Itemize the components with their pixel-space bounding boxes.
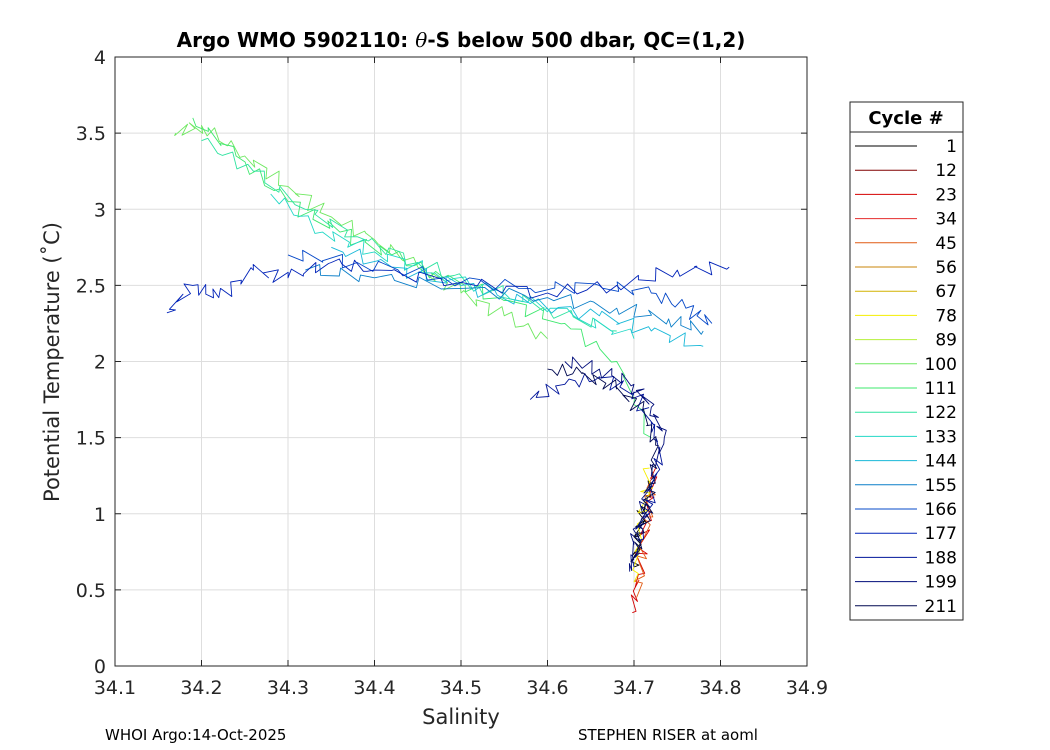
legend-label-56: 56 [935, 258, 957, 278]
legend-label-67: 67 [935, 282, 957, 302]
legend-title: Cycle # [868, 108, 943, 129]
legend-label-111: 111 [925, 379, 957, 399]
legend-label-45: 45 [935, 234, 957, 254]
x-tick-label: 34.3 [267, 677, 309, 699]
y-tick-label: 1.5 [76, 428, 106, 450]
title-suffix: -S below 500 dbar, QC=(1,2) [427, 28, 745, 52]
legend-label-23: 23 [935, 185, 957, 205]
legend: Cycle # 1 12 23 34 45 56 67 78 89 100 111 122 133 144… [849, 101, 964, 621]
legend-label-211: 211 [925, 597, 957, 617]
legend-label-1: 1 [946, 137, 957, 157]
legend-label-188: 188 [925, 548, 957, 568]
series-line-cycle-122 [201, 137, 617, 332]
x-tick-label: 34.6 [526, 677, 568, 699]
x-tick-label: 34.4 [353, 677, 395, 699]
x-tick-label: 34.1 [94, 677, 136, 699]
series-line-cycle-188 [529, 373, 663, 568]
y-axis-label: Potential Temperature (˚C) [40, 222, 64, 502]
legend-label-12: 12 [935, 161, 957, 181]
legend-label-78: 78 [935, 306, 957, 326]
y-tick-label: 0 [94, 656, 106, 678]
legend-label-133: 133 [925, 427, 957, 447]
legend-label-199: 199 [925, 573, 957, 593]
series-line-cycle-133 [270, 193, 635, 339]
x-tick-label: 34.5 [440, 677, 482, 699]
x-tick-label: 34.9 [786, 677, 828, 699]
title-prefix: Argo WMO 5902110: [177, 28, 416, 52]
y-tick-label: 1 [94, 504, 106, 526]
legend-label-166: 166 [925, 500, 957, 520]
chart-title: Argo WMO 5902110: θ-S below 500 dbar, QC… [177, 28, 746, 52]
y-tick-label: 4 [94, 47, 106, 69]
y-tick-label: 2 [94, 352, 106, 374]
legend-label-177: 177 [925, 524, 957, 544]
series-line-cycle-155 [305, 264, 704, 335]
footer-right: STEPHEN RISER at aoml [578, 726, 758, 744]
legend-label-155: 155 [925, 476, 957, 496]
x-tick-label: 34.2 [180, 677, 222, 699]
x-tick-label: 34.8 [699, 677, 741, 699]
x-axis-label: Salinity [422, 705, 500, 729]
title-theta-symbol: θ [415, 28, 427, 52]
y-tick-label: 3.5 [76, 123, 106, 145]
footer-left: WHOI Argo:14-Oct-2025 [105, 726, 287, 744]
series-line-cycle-23 [630, 467, 658, 614]
legend-label-34: 34 [935, 210, 957, 230]
y-tick-label: 2.5 [76, 275, 106, 297]
y-tick-label: 0.5 [76, 580, 106, 602]
axis-ticks: 34.1 34.2 34.3 34.4 34.5 34.6 34.7 34.8 34.9 0 0.5… [76, 47, 828, 699]
series-line-cycle-111 [192, 117, 652, 438]
legend-label-144: 144 [925, 452, 957, 472]
y-tick-label: 3 [94, 199, 106, 221]
series-layer [166, 117, 730, 614]
series-line-cycle-211 [547, 363, 659, 562]
series-line-cycle-100 [174, 122, 548, 340]
legend-label-89: 89 [935, 331, 957, 351]
legend-entries: 1 12 23 34 45 56 67 78 89 100 111 122 133 144 155 166 17… [855, 137, 957, 617]
x-tick-label: 34.7 [613, 677, 655, 699]
legend-label-100: 100 [925, 355, 957, 375]
legend-label-122: 122 [925, 403, 957, 423]
series-line-cycle-177 [166, 258, 730, 314]
